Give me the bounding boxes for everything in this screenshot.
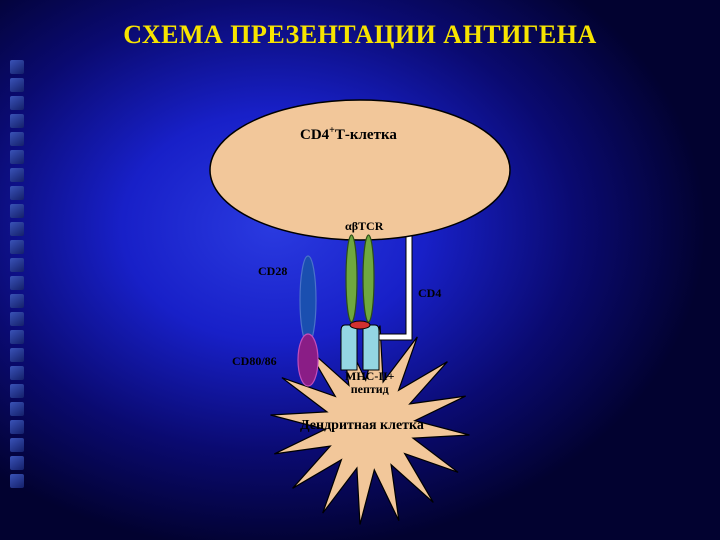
mhc-left: [341, 325, 357, 370]
tcr-alpha: [346, 235, 357, 322]
diagram-svg: [0, 0, 720, 540]
mhc-label: MHC-II+ пептид: [345, 370, 395, 396]
cd4-label: CD4: [418, 286, 441, 301]
mhc-right: [363, 325, 379, 370]
peptide: [350, 321, 370, 329]
tcr-beta: [363, 235, 374, 322]
cd80-86: [298, 334, 318, 386]
cd28-label: CD28: [258, 264, 287, 279]
slide: СХЕМА ПРЕЗЕНТАЦИИ АНТИГЕНА CD4+Т-клетка …: [0, 0, 720, 540]
cd28-receptor: [300, 256, 316, 344]
dendritic-label: Дендритная клетка: [300, 418, 424, 434]
tcell-label: CD4+Т-клетка: [300, 125, 397, 144]
cd8086-label: CD80/86: [232, 354, 277, 369]
tcr-label: αβTCR: [345, 219, 383, 234]
cd4-receptor: [372, 235, 412, 340]
